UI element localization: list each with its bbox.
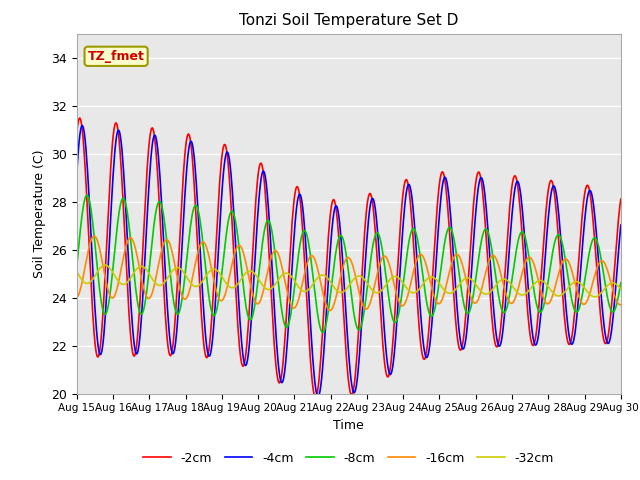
-16cm xyxy=(193,253,201,259)
-2cm xyxy=(312,395,319,400)
-8cm xyxy=(193,204,201,209)
-8cm xyxy=(617,280,625,286)
-4cm xyxy=(617,222,625,228)
-8cm xyxy=(73,263,81,268)
-4cm xyxy=(216,214,224,219)
-8cm xyxy=(319,329,326,335)
-4cm xyxy=(449,236,456,242)
-16cm xyxy=(216,298,224,303)
-16cm xyxy=(326,308,333,313)
-16cm xyxy=(342,257,349,263)
Y-axis label: Soil Temperature (C): Soil Temperature (C) xyxy=(33,149,45,278)
-4cm xyxy=(395,290,403,296)
-2cm xyxy=(193,231,201,237)
Legend: -2cm, -4cm, -8cm, -16cm, -32cm: -2cm, -4cm, -8cm, -16cm, -32cm xyxy=(138,447,559,469)
-8cm xyxy=(342,249,349,255)
Title: Tonzi Soil Temperature Set D: Tonzi Soil Temperature Set D xyxy=(239,13,458,28)
-2cm xyxy=(395,247,403,253)
-2cm xyxy=(73,130,81,135)
-2cm xyxy=(449,272,456,278)
-16cm xyxy=(617,302,625,308)
Line: -2cm: -2cm xyxy=(77,118,621,397)
Line: -8cm: -8cm xyxy=(77,195,621,332)
-2cm xyxy=(216,170,224,176)
-2cm xyxy=(342,346,349,352)
-16cm xyxy=(90,233,98,239)
-8cm xyxy=(216,283,224,289)
Text: TZ_fmet: TZ_fmet xyxy=(88,50,145,63)
-8cm xyxy=(568,300,576,306)
-2cm xyxy=(617,196,625,202)
-4cm xyxy=(78,122,86,128)
-16cm xyxy=(73,294,81,300)
-2cm xyxy=(568,330,576,336)
-4cm xyxy=(73,169,81,175)
-8cm xyxy=(395,311,403,317)
-16cm xyxy=(395,298,403,304)
-4cm xyxy=(342,308,349,313)
-8cm xyxy=(83,192,90,198)
-32cm xyxy=(73,269,81,275)
-2cm xyxy=(76,115,84,121)
Line: -16cm: -16cm xyxy=(77,236,621,311)
-4cm xyxy=(568,341,576,347)
-16cm xyxy=(449,259,456,264)
-4cm xyxy=(314,394,322,399)
-32cm xyxy=(193,283,201,289)
-32cm xyxy=(101,262,109,268)
-32cm xyxy=(617,286,625,292)
-32cm xyxy=(341,288,349,293)
-32cm xyxy=(394,275,402,280)
X-axis label: Time: Time xyxy=(333,419,364,432)
-32cm xyxy=(448,290,456,296)
-32cm xyxy=(591,294,599,300)
-4cm xyxy=(193,191,201,196)
Line: -32cm: -32cm xyxy=(77,265,621,297)
-32cm xyxy=(216,272,224,277)
Line: -4cm: -4cm xyxy=(77,125,621,396)
-8cm xyxy=(449,229,456,235)
-16cm xyxy=(568,270,576,276)
-32cm xyxy=(568,281,575,287)
